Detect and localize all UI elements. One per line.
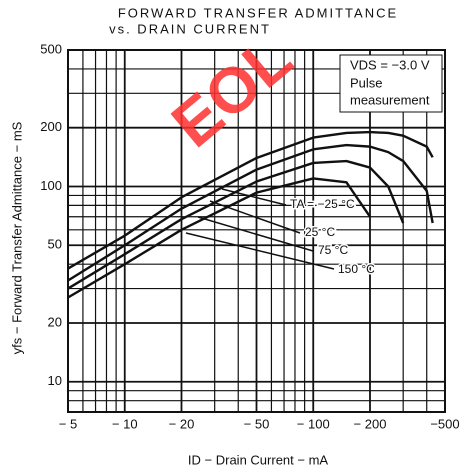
legend-label: 25 °C	[305, 225, 335, 239]
x-tick-label: − 100	[297, 416, 330, 431]
legend-label: 150 °C	[338, 262, 375, 276]
annotation: VDS = −3.0 V	[350, 57, 430, 72]
chart-title: FORWARD TRANSFER ADMITTANCE	[118, 5, 398, 20]
x-tick-label: − 10	[112, 416, 138, 431]
leader-line	[221, 188, 287, 206]
annotation: Pulse	[350, 75, 383, 90]
series-line	[67, 143, 434, 282]
note-box	[339, 54, 443, 113]
y-tick-label: 20	[48, 314, 62, 329]
y-axis-label: yfs − Forward Transfer Admittance − mS	[9, 121, 24, 354]
y-tick-label: 50	[48, 237, 62, 252]
annotation: measurement	[350, 92, 430, 107]
series-line	[67, 130, 434, 270]
x-tick-label: − 20	[169, 416, 195, 431]
x-tick-label: −500	[430, 416, 459, 431]
chart-subtitle: vs. DRAIN CURRENT	[109, 21, 271, 36]
series-line	[67, 159, 405, 290]
y-tick-label: 500	[40, 41, 62, 56]
x-tick-label: − 5	[59, 416, 77, 431]
x-axis-label: ID − Drain Current − mA	[188, 452, 328, 467]
x-tick-label: − 50	[244, 416, 270, 431]
leader-lines	[185, 188, 335, 270]
y-tick-label: 10	[48, 373, 62, 388]
y-tick-label: 100	[40, 178, 62, 193]
leader-line	[209, 200, 301, 234]
legend-label: 75 °C	[318, 243, 348, 257]
watermark: EOL	[158, 21, 305, 161]
series-line	[67, 177, 371, 299]
leader-line	[197, 216, 314, 252]
plot-frame	[67, 49, 446, 413]
y-tick-label: 200	[40, 119, 62, 134]
leader-line	[185, 232, 335, 270]
x-tick-label: − 200	[354, 416, 387, 431]
legend-label: TA = −25 °C	[290, 197, 355, 211]
